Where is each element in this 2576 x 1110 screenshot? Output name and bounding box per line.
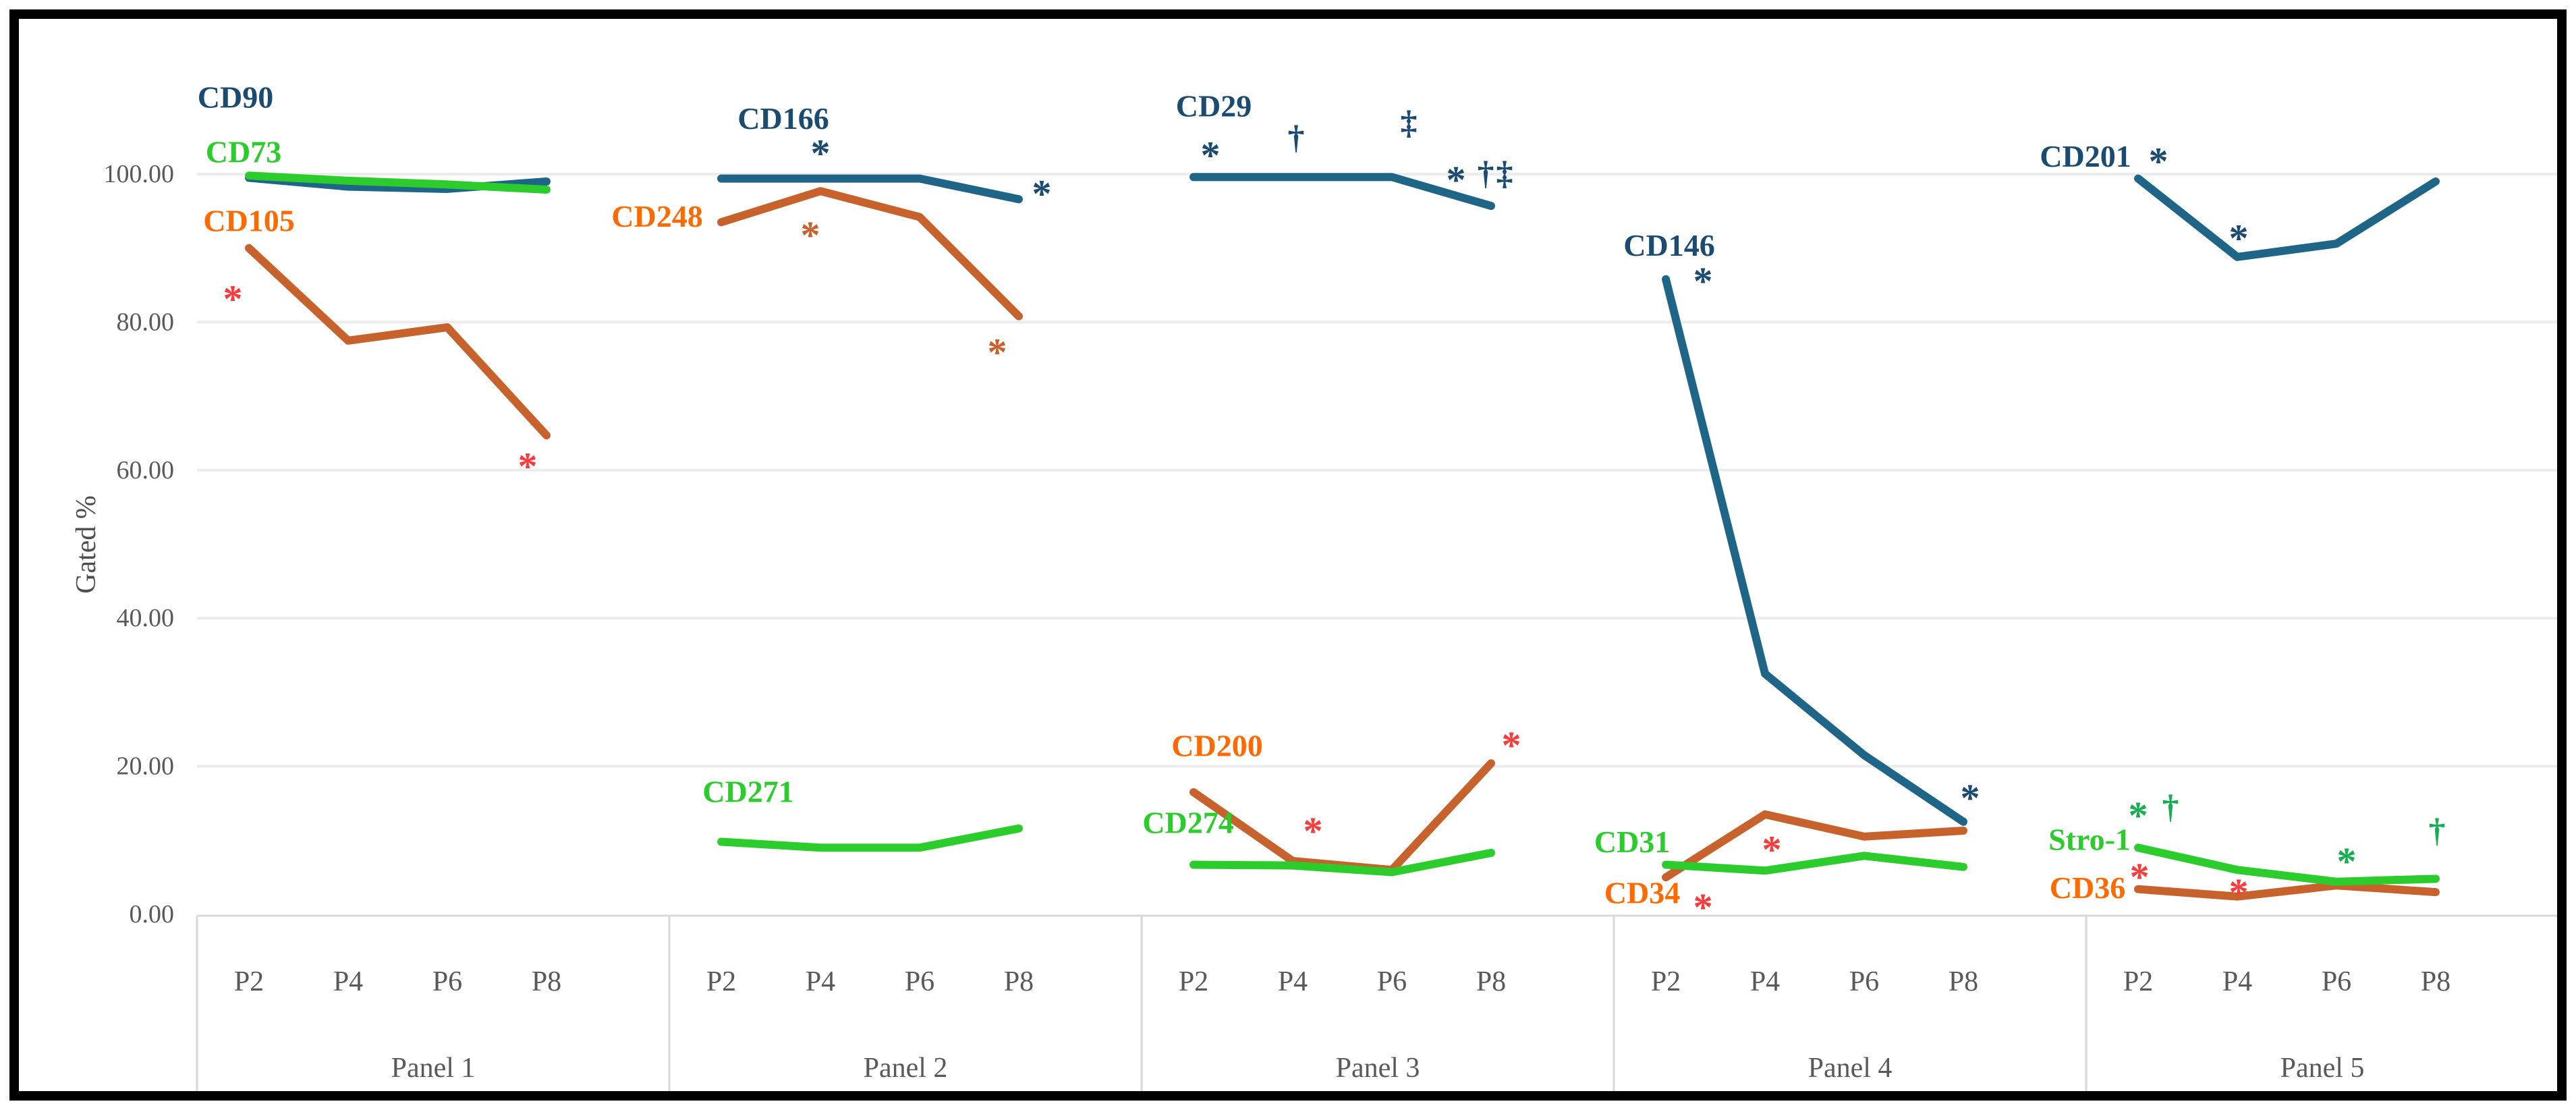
series-label-CD201: CD201 <box>2040 139 2131 173</box>
series-line-CD73 <box>245 171 551 194</box>
series-line-CD34 <box>1662 810 1967 882</box>
series-label-CD146: CD146 <box>1623 228 1714 262</box>
asterisk-marker: * <box>1201 134 1221 177</box>
series-label-CD34: CD34 <box>1604 876 1680 910</box>
x-passage-label: P6 <box>432 966 462 997</box>
x-passage-label: P8 <box>532 966 561 997</box>
asterisk-marker: * <box>2229 870 2249 914</box>
asterisk-marker: * <box>811 131 831 175</box>
panel-label: Panel 5 <box>2280 1053 2365 1084</box>
series-line-CD166 <box>717 174 1023 204</box>
x-passage-label: P2 <box>2123 966 2153 997</box>
y-tick-label: 0.00 <box>130 900 175 928</box>
dagger-marker: † <box>2429 811 2446 849</box>
series-label-CD105: CD105 <box>203 204 294 238</box>
x-passage-label: P6 <box>1849 966 1879 997</box>
panel-label: Panel 4 <box>1808 1053 1893 1084</box>
y-axis-title: Gated % <box>71 495 102 594</box>
series-line-CD248 <box>717 187 1023 321</box>
asterisk-marker: * <box>2149 139 2168 183</box>
series-line-CD146 <box>1662 275 1967 826</box>
dagger-marker: † <box>1288 118 1305 156</box>
series-line-CD36 <box>2134 881 2440 901</box>
asterisk-marker: * <box>2229 216 2249 260</box>
asterisk-marker: * <box>801 213 820 257</box>
x-passage-label: P6 <box>905 966 934 997</box>
asterisk-marker: * <box>1762 828 1782 872</box>
asterisk-marker: * <box>518 444 538 488</box>
y-tick-label: 20.00 <box>117 752 175 781</box>
x-passage-label: P2 <box>1651 966 1681 997</box>
series-label-CD73: CD73 <box>206 135 281 169</box>
y-tick-label: 100.00 <box>104 160 175 188</box>
x-passage-label: P2 <box>706 966 736 997</box>
x-passage-label: P8 <box>1949 966 1978 997</box>
panel-label: Panel 1 <box>391 1053 476 1084</box>
x-passage-label: P8 <box>2421 966 2451 997</box>
series-line-CD271 <box>717 824 1023 852</box>
x-passage-label: P2 <box>234 966 264 997</box>
x-passage-label: P8 <box>1476 966 1506 997</box>
y-tick-label: 40.00 <box>117 604 175 632</box>
x-passage-label: P4 <box>1750 966 1780 997</box>
asterisk-marker: * <box>1961 776 1980 820</box>
series-label-CD29: CD29 <box>1176 89 1252 123</box>
series-line-CD274 <box>1189 848 1495 877</box>
asterisk-marker: * <box>1502 723 1521 767</box>
double-dagger-marker: ‡ <box>1401 103 1418 141</box>
asterisk-marker: * <box>2130 855 2150 899</box>
y-tick-label: 60.00 <box>117 456 175 484</box>
asterisk-marker: * <box>1693 259 1713 303</box>
series-label-CD36: CD36 <box>2050 870 2125 905</box>
asterisk-marker: * <box>2337 839 2357 883</box>
asterisk-marker: * <box>223 277 243 321</box>
series-label-CD274: CD274 <box>1142 805 1233 839</box>
series-label-CD248: CD248 <box>611 199 702 233</box>
asterisk-marker: * <box>2129 794 2148 837</box>
x-passage-label: P8 <box>1004 966 1034 997</box>
asterisk-marker: * <box>1304 809 1323 853</box>
x-passage-label: P6 <box>2322 966 2351 997</box>
asterisk-marker: * <box>1693 885 1713 929</box>
x-passage-label: P4 <box>333 966 363 997</box>
series-label-CD271: CD271 <box>702 774 793 808</box>
x-passage-label: P2 <box>1179 966 1208 997</box>
x-passage-label: P4 <box>1278 966 1308 997</box>
chart-border <box>9 9 2567 1101</box>
x-passage-label: P6 <box>1377 966 1407 997</box>
double-dagger-marker: ‡ <box>1496 154 1513 192</box>
panel-label: Panel 3 <box>1336 1053 1420 1084</box>
asterisk-marker: * <box>1447 158 1466 202</box>
asterisk-marker: * <box>988 330 1007 374</box>
series-line-Stro-1 <box>2134 843 2440 886</box>
y-tick-label: 80.00 <box>117 308 175 336</box>
panel-label: Panel 2 <box>864 1053 948 1084</box>
series-line-CD201 <box>2134 174 2440 261</box>
series-line-CD31 <box>1662 852 1967 875</box>
series-line-CD105 <box>245 244 551 440</box>
series-label-CD200: CD200 <box>1171 728 1262 762</box>
series-label-CD31: CD31 <box>1594 825 1670 859</box>
series-line-CD200 <box>1189 759 1495 875</box>
dagger-marker: † <box>2162 787 2179 825</box>
asterisk-marker: * <box>1032 172 1052 216</box>
series-line-CD29 <box>1189 173 1495 211</box>
x-passage-label: P4 <box>2222 966 2252 997</box>
series-label-CD90: CD90 <box>198 80 273 114</box>
series-label-CD166: CD166 <box>737 101 829 136</box>
x-passage-label: P4 <box>806 966 835 997</box>
dagger-marker: † <box>1478 154 1494 192</box>
series-label-Stro-1: Stro-1 <box>2048 823 2131 857</box>
